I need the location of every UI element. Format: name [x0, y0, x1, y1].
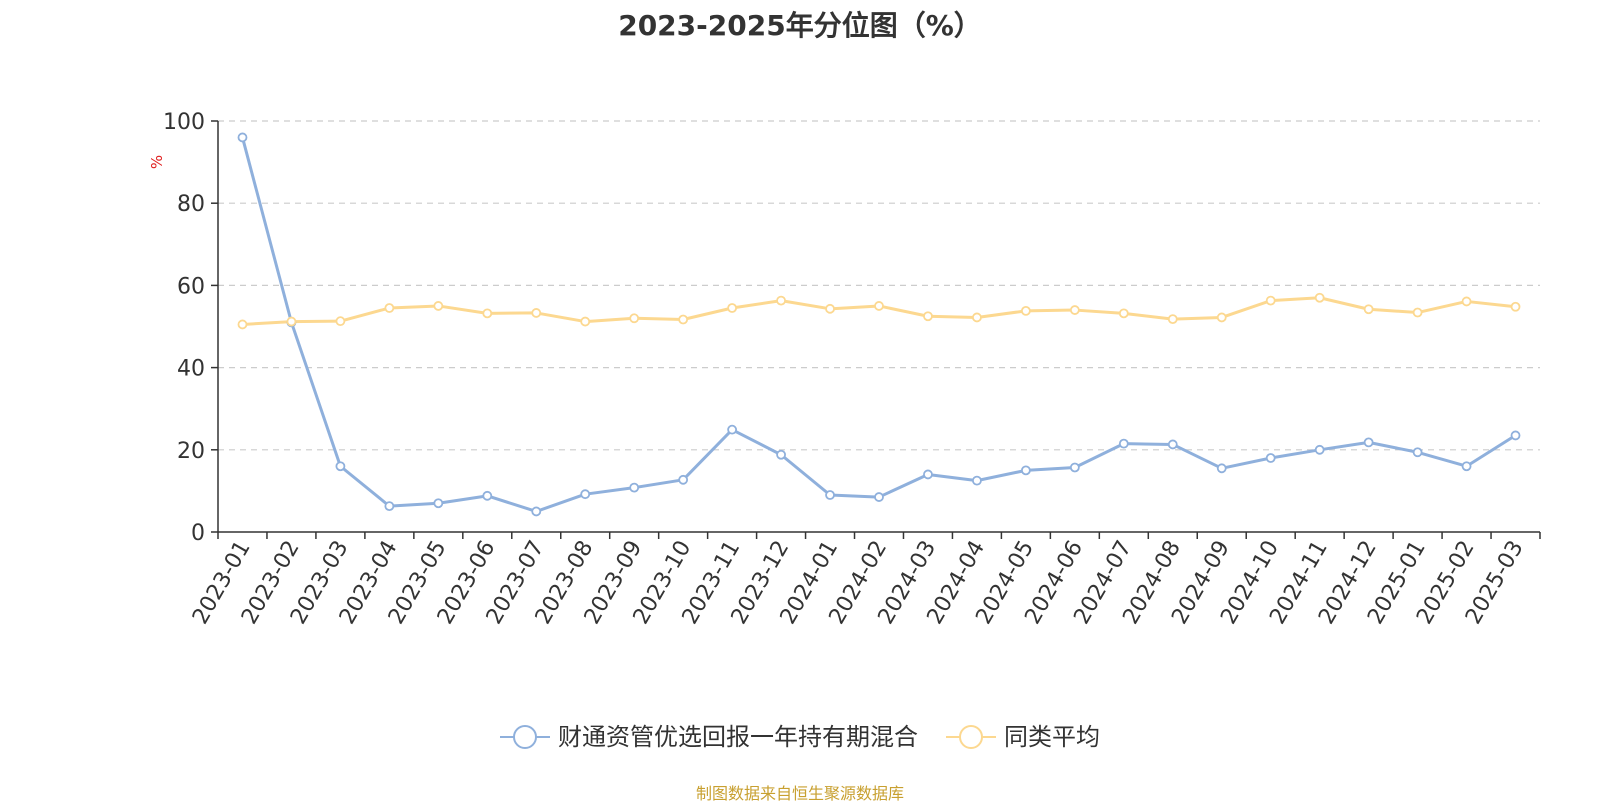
data-point [433, 301, 444, 311]
legend-label: 财通资管优选回报一年持有期混合 [558, 723, 918, 751]
y-tick-label: 100 [163, 110, 205, 135]
legend-label: 同类平均 [1004, 723, 1100, 751]
y-tick-label: 0 [191, 521, 205, 546]
legend-marker [959, 725, 983, 749]
data-point [1216, 463, 1227, 474]
data-point [629, 482, 640, 493]
legend: 财通资管优选回报一年持有期混合 同类平均 [500, 723, 1100, 751]
data-point [1314, 292, 1325, 303]
data-point [727, 424, 738, 435]
data-point [1510, 301, 1521, 312]
data-point [1412, 447, 1423, 458]
data-point [1118, 438, 1129, 449]
data-point [923, 311, 933, 322]
data-point [1167, 314, 1178, 325]
data-point [1363, 437, 1374, 448]
grid-lines [218, 120, 1540, 451]
data-point [825, 490, 835, 500]
data-point [482, 490, 493, 501]
data-point [1020, 465, 1031, 476]
data-point [874, 492, 884, 502]
data-point [1069, 462, 1080, 473]
chart-title: 2023-2025年分位图（%） [618, 9, 982, 42]
series-lines [237, 132, 1521, 517]
data-point [433, 498, 444, 509]
data-point [1069, 305, 1080, 315]
data-point [1510, 430, 1521, 441]
legend-item: 同类平均 [946, 723, 1100, 751]
data-point [1461, 296, 1472, 307]
series-line [241, 137, 1517, 513]
data-point [1167, 439, 1178, 450]
data-point [1314, 444, 1325, 455]
data-point [629, 313, 640, 324]
data-point [776, 449, 786, 460]
data-point [923, 469, 933, 480]
data-point [874, 301, 884, 311]
data-point [1363, 304, 1374, 315]
axes: 020406080100%2023-012023-022023-032023-0… [148, 110, 1541, 629]
source-note: 制图数据来自恒生聚源数据库 [695, 784, 904, 803]
data-point [237, 132, 248, 143]
y-tick-label: 20 [177, 439, 205, 464]
data-point [1265, 295, 1276, 306]
data-point [825, 303, 835, 314]
data-point [727, 303, 738, 313]
y-tick-label: 40 [177, 357, 205, 382]
data-point [1216, 312, 1227, 323]
data-point [1412, 307, 1423, 318]
data-point [286, 316, 297, 327]
data-point [678, 474, 689, 485]
y-tick-label: 80 [177, 192, 205, 217]
data-point [972, 312, 982, 323]
data-point [972, 475, 982, 486]
data-point [1020, 305, 1031, 316]
data-point [1118, 308, 1129, 319]
data-point [482, 308, 493, 319]
data-point [1265, 453, 1276, 463]
y-tick-label: 60 [177, 274, 205, 299]
legend-marker [513, 725, 537, 749]
data-point [384, 303, 395, 313]
legend-item: 财通资管优选回报一年持有期混合 [500, 723, 918, 751]
data-point [580, 489, 591, 500]
data-point [335, 461, 346, 472]
data-point [580, 316, 591, 327]
data-point [384, 501, 395, 512]
data-point [237, 319, 248, 330]
data-point [531, 506, 542, 517]
data-point [531, 308, 542, 318]
y-axis-label: % [148, 155, 166, 169]
data-point [678, 314, 689, 325]
data-point [335, 316, 346, 327]
data-point [1461, 461, 1472, 472]
data-point [776, 295, 786, 306]
